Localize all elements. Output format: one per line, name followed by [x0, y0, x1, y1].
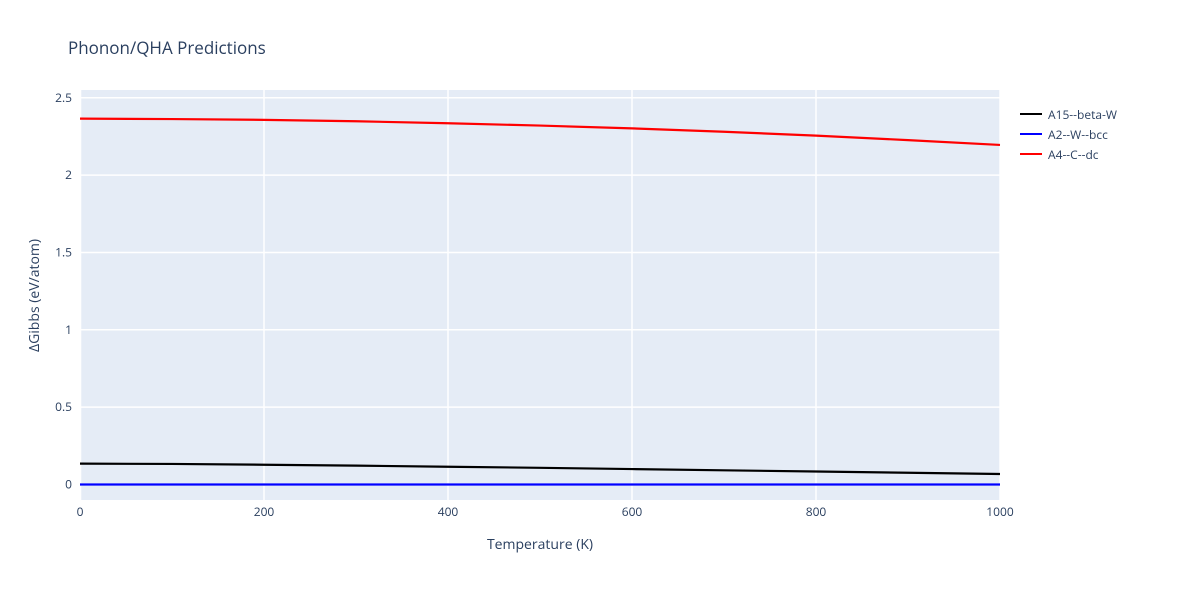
legend-label: A4--C--dc: [1048, 146, 1099, 163]
series-line: [80, 464, 1000, 474]
svg-text:200: 200: [254, 503, 275, 520]
x-axis-label: Temperature (K): [80, 535, 1000, 554]
svg-text:0: 0: [77, 503, 84, 520]
legend-swatch: [1020, 133, 1042, 135]
plot-svg: 00.511.522.5 02004006008001000: [80, 90, 1000, 500]
series-group: [80, 119, 1000, 485]
x-axis-ticks: 0 200 400 600 800 1000: [77, 503, 1014, 520]
legend-swatch: [1020, 113, 1042, 115]
svg-text:800: 800: [806, 503, 827, 520]
series-line: [80, 119, 1000, 145]
svg-text:1000: 1000: [986, 503, 1014, 520]
y-axis-label: ΔGibbs (eV/atom): [24, 90, 44, 500]
y-axis-ticks: 0 0.5 1 1.5 2 2.5: [55, 89, 72, 493]
legend-label: A15--beta-W: [1048, 106, 1117, 123]
legend: A15--beta-W A2--W--bcc A4--C--dc: [1020, 104, 1117, 164]
svg-text:0.5: 0.5: [55, 398, 72, 415]
svg-text:400: 400: [438, 503, 459, 520]
svg-text:600: 600: [622, 503, 643, 520]
svg-text:1: 1: [65, 321, 72, 338]
legend-item[interactable]: A4--C--dc: [1020, 144, 1117, 164]
svg-text:2.5: 2.5: [55, 89, 72, 106]
svg-text:2: 2: [65, 166, 72, 183]
plot-area: 00.511.522.5 02004006008001000: [80, 90, 1000, 500]
chart-title: Phonon/QHA Predictions: [68, 36, 266, 59]
legend-item[interactable]: A2--W--bcc: [1020, 124, 1117, 144]
zero-lines: [80, 90, 1000, 500]
legend-item[interactable]: A15--beta-W: [1020, 104, 1117, 124]
legend-swatch: [1020, 153, 1042, 155]
y-axis-label-text: ΔGibbs (eV/atom): [25, 238, 44, 351]
svg-text:0: 0: [65, 476, 72, 493]
chart-container: Phonon/QHA Predictions 00.511.522.5 0200…: [0, 0, 1200, 600]
legend-label: A2--W--bcc: [1048, 126, 1108, 143]
svg-text:1.5: 1.5: [55, 243, 72, 260]
gridlines: [80, 90, 1000, 500]
